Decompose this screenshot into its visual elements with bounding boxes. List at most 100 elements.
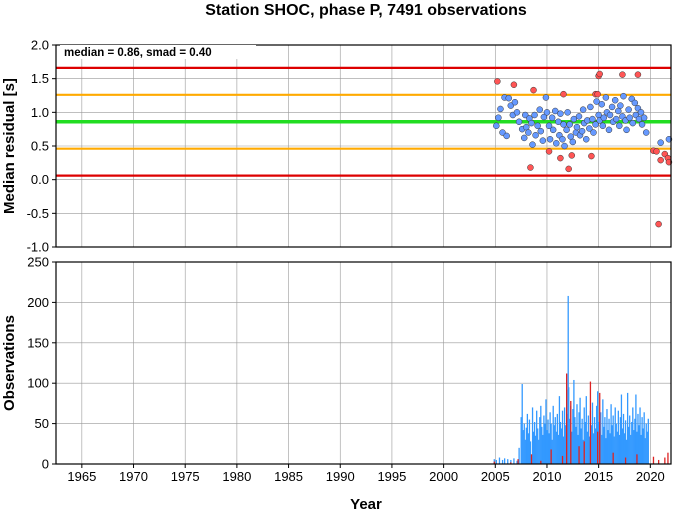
residual-point [573,123,581,131]
residual-point [602,94,610,101]
observation-bar [533,421,536,464]
observation-bar [594,428,597,464]
residual-point [537,127,545,135]
observation-bar [591,402,594,464]
observation-bar [631,421,633,464]
observation-bar [563,407,566,464]
outlier-point [653,148,660,155]
outlier-point [565,165,572,173]
observation-bar [522,430,524,464]
observation-bar [558,396,561,464]
observation-bar [568,387,570,464]
residual-point [620,92,627,100]
observation-bar [553,425,555,464]
residual-point [523,123,530,131]
y-tick-label: 100 [27,376,49,391]
outlier-observation-bar [583,441,585,464]
outlier-point [655,220,662,228]
observation-bar [643,412,645,464]
observation-bar [551,439,553,464]
observation-bar [554,417,556,464]
observation-bar [608,418,610,464]
observation-bar [622,413,625,464]
observation-bar [620,394,623,464]
residual-point [567,133,574,140]
observation-bar [527,433,530,464]
outlier-observation-bar [599,392,601,464]
residual-point [534,122,541,130]
observation-bar [562,436,565,464]
outlier-point [545,148,553,155]
y-tick-label: 2.0 [31,38,49,53]
x-tick-label: 2020 [636,469,665,484]
observation-bar [616,431,618,464]
observation-bar [629,415,631,464]
observation-bar [580,428,582,464]
observation-bar [645,423,647,464]
observation-bar [534,435,537,464]
residual-panel: median = 0.86, smad = 0.40 -1.0 -0.5 0.0 0.… [1,38,673,255]
observation-bar [588,436,591,464]
outlier-observation-bar [510,462,512,464]
outlier-point [594,90,601,98]
residual-point [515,118,523,126]
observation-bar [518,447,520,464]
observation-bar [601,434,603,464]
observation-bar [618,434,621,464]
outlier-observation-bar [636,454,638,464]
outlier-point [588,152,595,160]
residual-point [560,121,567,128]
outlier-point [596,70,603,78]
observation-bar [529,441,532,464]
residual-point [555,118,562,126]
residual-point [606,111,614,119]
residual-point [579,106,587,113]
observation-bar [559,421,562,464]
observation-bar [598,421,600,464]
residual-point [569,138,577,146]
residual-point [513,109,521,116]
observation-bar [538,439,540,464]
observation-bar [575,426,577,464]
observation-bar [544,423,546,464]
residual-point [520,134,528,142]
residual-point [637,109,645,116]
residual-point [592,121,599,128]
observations-y-ticks: 0 50 100 150 200 250 [27,255,56,472]
outlier-observation-bar [597,431,599,464]
residual-point [557,110,564,117]
observation-bar [549,412,551,464]
residual-point [611,96,619,104]
observation-bar [587,415,590,464]
observation-bar [644,438,646,464]
observation-bar [586,431,588,464]
outlier-observation-bar [570,400,572,464]
observation-bar [536,410,538,464]
observation-bars [493,295,669,464]
observation-bar [545,399,547,464]
outlier-point [527,164,534,171]
observation-bar [600,412,602,464]
residual-point [503,132,510,140]
observation-bar [584,421,586,464]
observation-bar [516,460,518,464]
y-tick-label: -0.5 [27,206,49,221]
outlier-observation-bar [578,446,580,464]
observation-bar [539,417,541,464]
residual-y-axis-label: Median residual [s] [1,78,18,214]
observation-bar [510,459,512,464]
year-x-ticks: 1965 1970 1975 1980 1985 1990 1995 2000 2005 2010… [67,464,665,484]
y-tick-label: 50 [35,416,49,431]
observation-bar [604,417,606,464]
outlier-observation-bar [540,460,542,464]
residual-point [589,115,596,123]
observation-bar [597,391,599,464]
residual-point [616,122,623,130]
residual-point [612,115,620,123]
y-tick-label: -1.0 [27,240,49,255]
residual-point [657,139,664,146]
observation-bar [576,404,578,464]
outlier-point [568,152,576,159]
x-tick-label: 2000 [429,469,458,484]
x-tick-label: 1995 [377,469,406,484]
